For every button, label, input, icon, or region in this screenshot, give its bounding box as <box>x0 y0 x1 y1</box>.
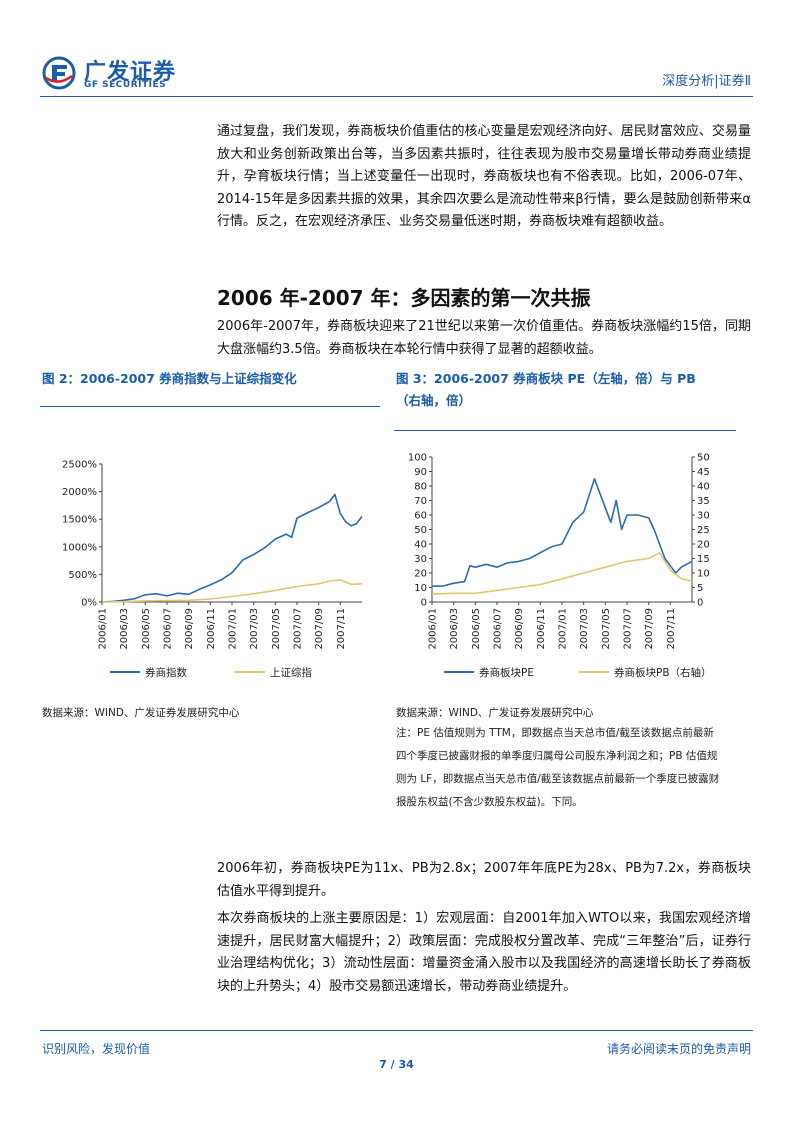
y-tick-label: 90 <box>414 467 427 478</box>
x-tick-label: 2006/09 <box>514 608 525 650</box>
intro-paragraph: 通过复盘，我们发现，券商板块价值重估的核心变量是宏观经济向好、居民财富效应、交易… <box>217 124 751 229</box>
y-tick-label: 2000% <box>62 487 97 498</box>
reasons-paragraph: 本次券商板块的上涨主要原因是：1）宏观层面：自2001年加入WTO以来，我国宏观… <box>217 911 751 994</box>
figure2-divider <box>40 406 380 407</box>
header-divider <box>40 96 753 97</box>
page-number: 7 / 34 <box>379 1058 414 1071</box>
x-tick-label: 2007/11 <box>666 608 677 650</box>
x-tick-label: 2006/11 <box>206 608 217 650</box>
y-tick-label: 70 <box>414 496 427 507</box>
figure2-title: 图 2：2006-2007 券商指数与上证综指变化 <box>42 371 297 386</box>
footer-disclaimer: 请务必阅读末页的免责声明 <box>606 1042 751 1056</box>
x-tick-label: 2007/07 <box>293 608 304 650</box>
legend-label-1: 券商板块PE <box>479 666 534 679</box>
x-tick-label: 2007/11 <box>336 608 347 650</box>
figure2-source: 数据来源：WIND、广发证券发展研究中心 <box>42 707 240 719</box>
y-tick-label: 30 <box>414 554 427 565</box>
y-right-tick-label: 40 <box>697 482 710 493</box>
figure3-chart: 0 10 20 30 40 50 60 70 80 90 100 0 5 10 15 20 25 30 35 40 45… <box>408 453 712 680</box>
y-tick-label: 50 <box>414 525 427 536</box>
x-tick-label: 2006/07 <box>493 608 504 650</box>
y-tick-label: 20 <box>414 569 427 580</box>
y-right-tick-label: 50 <box>697 453 710 464</box>
x-tick-label: 2007/05 <box>271 608 282 650</box>
y-tick-label: 80 <box>414 482 427 493</box>
x-tick-label: 2006/05 <box>141 608 152 650</box>
gf-logo-icon <box>42 56 76 90</box>
series-line-1 <box>101 493 363 603</box>
x-tick-label: 2007/09 <box>314 608 325 650</box>
x-tick-label: 2006/11 <box>536 608 547 650</box>
x-tick-label: 2006/03 <box>119 608 130 650</box>
y-right-tick-label: 25 <box>697 525 710 536</box>
footer-divider <box>40 1030 753 1031</box>
series-line-2 <box>101 579 363 603</box>
x-tick-label: 2006/01 <box>428 608 439 650</box>
y-tick-label: 1000% <box>62 542 97 553</box>
y-right-tick-label: 15 <box>697 554 710 565</box>
x-tick-label: 2006/03 <box>449 608 460 650</box>
y-tick-label: 0% <box>81 598 97 609</box>
y-tick-label: 1500% <box>62 515 97 526</box>
legend-label-2: 上证综指 <box>270 666 312 679</box>
x-tick-label: 2006/07 <box>163 608 174 650</box>
x-tick-label: 2007/03 <box>249 608 260 650</box>
figure3-title-line1: 图 3：2006-2007 券商板块 PE（左轴，倍）与 PB <box>396 371 696 386</box>
x-tick-label: 2006/09 <box>184 608 195 650</box>
series-line-2 <box>431 551 693 595</box>
x-tick-label: 2007/01 <box>558 608 569 650</box>
y-tick-label: 500% <box>68 570 97 581</box>
y-right-tick-label: 20 <box>697 540 710 551</box>
footer-slogan: 识别风险，发现价值 <box>42 1042 151 1056</box>
report-section-label: 深度分析|证券Ⅱ <box>662 74 751 89</box>
y-tick-label: 10 <box>414 583 427 594</box>
y-tick-label: 60 <box>414 511 427 522</box>
x-tick-label: 2007/03 <box>579 608 590 650</box>
y-right-tick-label: 0 <box>697 598 703 609</box>
y-right-tick-label: 5 <box>697 583 703 594</box>
section-paragraph: 2006年-2007年，券商板块迎来了21世纪以来第一次价值重估。券商板块涨幅约… <box>217 319 751 357</box>
y-tick-label: 100 <box>408 453 427 464</box>
figure3-source: 数据来源：WIND、广发证券发展研究中心 <box>396 707 594 719</box>
figure3-title-line2: （右轴，倍） <box>396 393 472 408</box>
figure3-divider <box>394 430 736 431</box>
figure3-note: 注：PE 估值规则为 TTM，即数据点当天总市值/截至该数据点前最新四个季度已披… <box>396 727 720 808</box>
y-tick-label: 0 <box>421 598 427 609</box>
x-tick-label: 2006/05 <box>471 608 482 650</box>
section-heading: 2006 年-2007 年：多因素的第一次共振 <box>217 286 591 310</box>
series-line-1 <box>432 477 693 587</box>
x-tick-label: 2007/07 <box>623 608 634 650</box>
legend-label-2: 券商板块PB（右轴） <box>614 666 712 679</box>
x-tick-label: 2006/01 <box>98 608 109 650</box>
y-tick-label: 2500% <box>62 460 97 471</box>
x-tick-label: 2007/09 <box>644 608 655 650</box>
y-right-tick-label: 35 <box>697 496 710 507</box>
brand-name-cn: 广发证券 <box>84 60 177 85</box>
y-right-tick-label: 30 <box>697 511 710 522</box>
y-right-tick-label: 45 <box>697 467 710 478</box>
y-right-tick-label: 10 <box>697 569 710 580</box>
x-tick-label: 2007/05 <box>601 608 612 650</box>
brand-name-en: GF SECURITIES <box>84 80 167 90</box>
y-tick-label: 40 <box>414 540 427 551</box>
legend-label-1: 券商指数 <box>145 666 187 679</box>
figure2-chart: 0% 500% 1000% 1500% 2000% 2500% 2006/01 2006/03… <box>62 460 363 679</box>
x-tick-label: 2007/01 <box>228 608 239 650</box>
valuation-paragraph: 2006年初，券商板块PE为11x、PB为2.8x；2007年年底PE为28x、… <box>217 861 751 899</box>
